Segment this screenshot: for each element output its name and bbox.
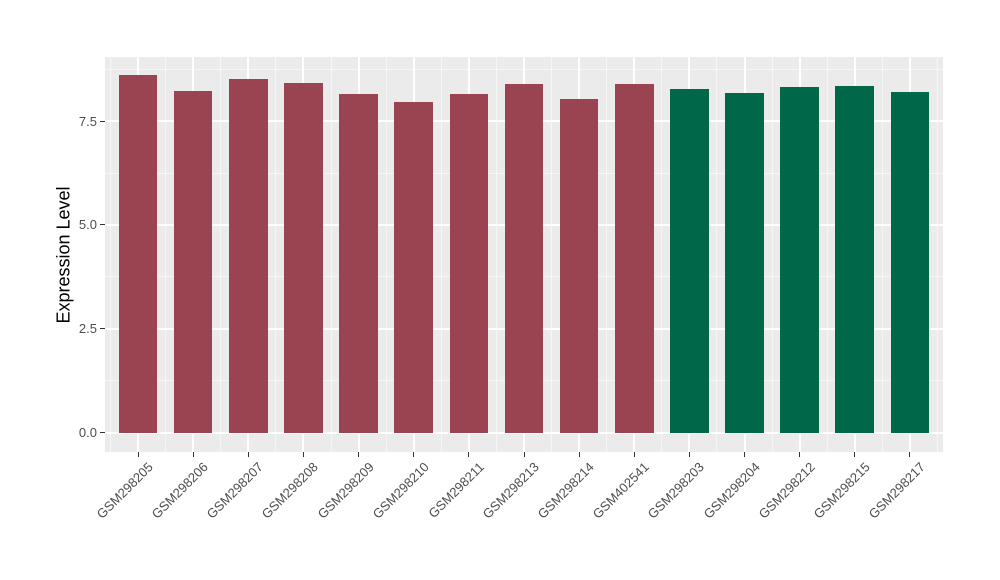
bar-GSM298212 [780,86,819,433]
x-tick-label-GSM298207: GSM298207 [204,459,267,522]
y-tick-mark [100,224,105,226]
y-tick-label: 0.0 [78,425,97,441]
bar-GSM298211 [449,94,489,433]
x-tick-label-GSM298208: GSM298208 [259,459,322,522]
x-tick-mark [578,452,580,457]
bar-GSM298215 [835,86,875,433]
gridline-x-minor [826,57,828,452]
bar-GSM298205 [118,74,158,433]
x-tick-label-GSM298214: GSM298214 [534,459,598,522]
x-tick-mark [744,452,746,457]
gridline-x-minor [110,57,111,452]
x-tick-mark [302,452,304,457]
bar-GSM298203 [670,89,709,433]
gridline-x-minor [330,57,332,452]
x-tick-label-GSM298203: GSM298203 [645,459,708,522]
y-tick-label: 5.0 [78,217,97,233]
x-tick-mark [523,452,525,457]
bar-GSM298208 [284,83,323,433]
x-tick-label-GSM298209: GSM298209 [314,459,377,522]
gridline-x-minor [440,57,442,452]
gridline-x-minor [551,57,553,452]
gridline-x-minor [716,57,718,452]
x-tick-mark [192,452,194,457]
y-tick-label: 7.5 [78,113,97,129]
bar-GSM298217 [890,92,930,433]
x-tick-mark [247,452,249,457]
bar-GSM298206 [173,91,213,433]
x-tick-mark [468,452,470,457]
plot-panel [105,57,943,452]
bar-GSM298213 [504,83,544,433]
gridline-x-minor [220,57,222,452]
gridline-x-minor [881,57,883,452]
x-tick-mark [413,452,415,457]
y-tick-label: 2.5 [78,321,97,337]
gridline-x-minor [165,57,167,452]
gridline-x-minor [661,57,663,452]
x-tick-label-GSM298205: GSM298205 [93,459,156,522]
x-tick-label-GSM298217: GSM298217 [865,459,928,522]
bar-GSM298209 [339,93,378,433]
bar-GSM298214 [559,98,599,433]
x-tick-mark [137,452,139,457]
x-tick-label-GSM298206: GSM298206 [148,459,212,522]
y-axis-title: Expression Level [53,185,74,324]
x-tick-label-GSM298215: GSM298215 [810,459,873,522]
gridline-x-minor [936,57,938,452]
bar-GSM298204 [725,93,764,433]
x-tick-label-GSM402541: GSM402541 [589,459,653,522]
x-tick-mark [854,452,856,457]
x-tick-mark [688,452,690,457]
x-tick-label-GSM298212: GSM298212 [755,459,818,522]
gridline-x-minor [385,57,387,452]
bar-GSM402541 [614,84,654,433]
gridline-x-minor [771,57,773,452]
x-tick-mark [909,452,911,457]
x-tick-label-GSM298204: GSM298204 [700,459,763,522]
y-tick-mark [100,120,105,122]
x-tick-label-GSM298210: GSM298210 [369,459,432,522]
y-tick-mark [100,328,105,330]
gridline-x-minor [495,57,497,452]
bar-GSM298207 [229,79,268,433]
gridline-x-minor [606,57,608,452]
x-tick-label-GSM298211: GSM298211 [425,459,487,521]
x-tick-mark [358,452,360,457]
gridline-x-minor [275,57,277,452]
x-tick-mark [799,452,801,457]
y-tick-mark [100,432,105,434]
x-tick-mark [633,452,635,457]
bar-GSM298210 [394,101,434,433]
x-tick-label-GSM298213: GSM298213 [479,459,542,522]
